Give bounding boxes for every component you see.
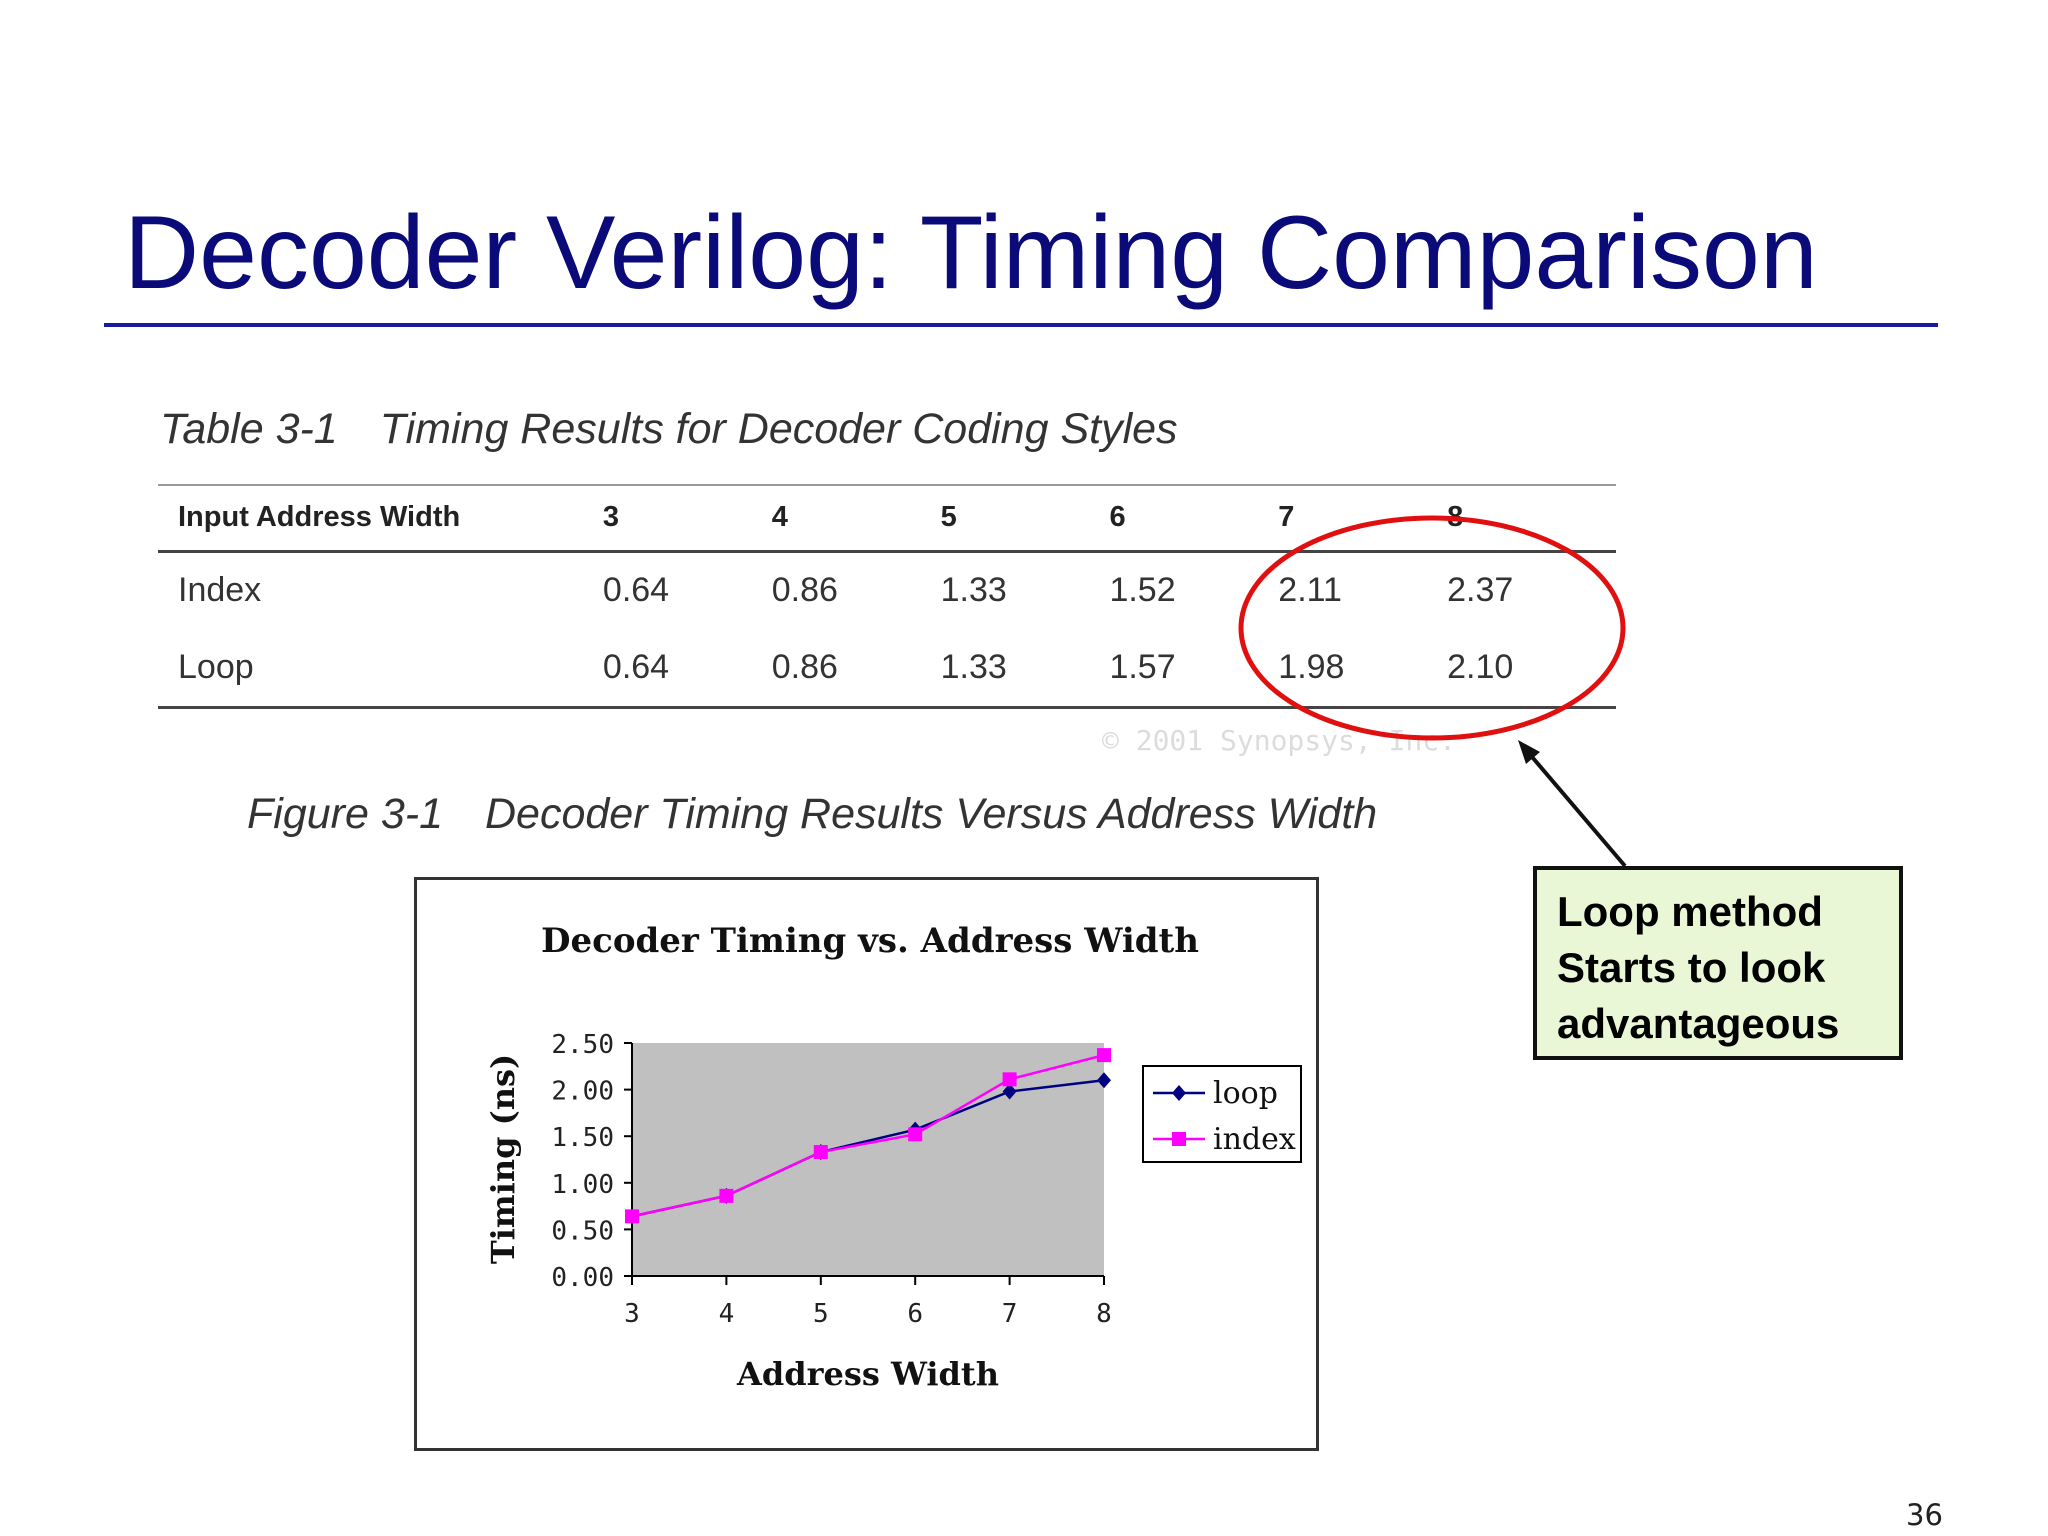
- table-cell: 0.64: [602, 647, 670, 686]
- data-point-index: [625, 1209, 639, 1224]
- table-cell: 0.86: [771, 647, 838, 686]
- table-cell: 0.86: [771, 571, 838, 610]
- callout-arrow-line: [1525, 749, 1627, 868]
- figure-caption-number: Figure 3-1: [247, 790, 443, 838]
- data-point-loop: [1002, 1083, 1017, 1100]
- x-tick-label: 7: [1002, 1299, 1018, 1329]
- figure-caption-text: Decoder Timing Results Versus Address Wi…: [484, 790, 1378, 838]
- header-input-address-width: Input Address Width: [178, 501, 461, 534]
- plot-area: [632, 1043, 1104, 1276]
- table-cell: 1.52: [1109, 571, 1176, 610]
- chart-legend: loop index: [1142, 1065, 1302, 1163]
- data-point-index: [908, 1127, 923, 1142]
- line-chart: Decoder Timing vs. Address Width 0.00 0.5…: [484, 921, 1302, 1393]
- y-tick-label: 2.50: [551, 1030, 614, 1060]
- x-axis-label: Address Width: [736, 1355, 999, 1393]
- x-tick-label: 5: [813, 1299, 829, 1329]
- legend-label-loop: loop: [1213, 1076, 1278, 1111]
- chart-axes: 0.00 0.50 1.00 1.50 2.00 2.50 3 4 5 6 7 8: [551, 1030, 1111, 1329]
- x-tick-label: 6: [907, 1299, 923, 1329]
- header-col-4: 4: [771, 501, 788, 534]
- header-col-7: 7: [1278, 501, 1295, 534]
- y-tick-label: 1.50: [551, 1123, 614, 1153]
- copyright-watermark: © 2001 Synopsys, Inc.: [1102, 724, 1457, 757]
- y-tick-label: 2.00: [551, 1077, 614, 1107]
- callout-line: Starts to look: [1557, 944, 1826, 991]
- table-cell: 1.33: [940, 647, 1007, 686]
- figure-caption: Figure 3-1 Decoder Timing Results Versus …: [247, 790, 1377, 839]
- header-col-5: 5: [940, 501, 957, 534]
- data-point-index: [719, 1188, 734, 1203]
- x-tick-label: 3: [624, 1299, 640, 1329]
- header-col-6: 6: [1109, 501, 1126, 534]
- x-tick-label: 4: [719, 1299, 735, 1329]
- y-axis-label: Timing (ns): [484, 1054, 522, 1264]
- table-cell: 1.57: [1109, 647, 1176, 686]
- legend-marker-loop: [1172, 1085, 1186, 1101]
- legend-marker-index: [1172, 1132, 1186, 1146]
- series-line-index: [631, 1053, 1105, 1218]
- table-cell: 0.64: [602, 571, 670, 610]
- chart-series: [625, 1048, 1111, 1225]
- y-tick-label: 0.50: [551, 1216, 614, 1246]
- table-cell: 2.11: [1278, 571, 1342, 610]
- table-row-index: Index 0.64 0.86 1.33 1.52 2.11 2.37: [158, 551, 1616, 629]
- table-caption-number: Table 3-1: [160, 405, 338, 453]
- callout-arrow-head-icon: [1518, 740, 1540, 764]
- callout-line: advantageous: [1557, 1000, 1840, 1047]
- slide-title: Decoder Verilog: Timing Comparison: [124, 195, 1818, 311]
- header-col-3: 3: [602, 501, 620, 534]
- data-point-loop: [1097, 1072, 1111, 1089]
- table-cell: 1.33: [940, 571, 1007, 610]
- table-caption: Table 3-1 Timing Results for Decoder Codi…: [160, 405, 1178, 454]
- table-caption-text: Timing Results for Decoder Coding Styles: [379, 405, 1178, 453]
- x-tick-label: 8: [1096, 1299, 1112, 1329]
- y-tick-label: 0.00: [551, 1263, 614, 1293]
- table-header-row: Input Address Width 3 4 5 6 7 8: [158, 485, 1616, 551]
- table-cell: 1.98: [1278, 647, 1345, 686]
- table-cell: 2.10: [1447, 647, 1514, 686]
- data-point-index: [1002, 1072, 1017, 1087]
- row-label: Loop: [178, 647, 254, 686]
- y-tick-label: 1.00: [551, 1170, 614, 1200]
- chart-frame: Decoder Timing vs. Address Width 0.00 0.5…: [414, 877, 1319, 1451]
- row-label: Index: [178, 571, 262, 610]
- chart-title: Decoder Timing vs. Address Width: [541, 921, 1199, 961]
- header-col-8: 8: [1447, 501, 1464, 534]
- title-underline: [104, 323, 1938, 327]
- table-cell: 2.37: [1447, 571, 1514, 610]
- page-number: 36: [1906, 1498, 1943, 1532]
- data-point-index: [1097, 1048, 1111, 1063]
- legend-label-index: index: [1213, 1122, 1296, 1157]
- legend-box: [1142, 1065, 1302, 1163]
- callout-line: Loop method: [1557, 888, 1823, 935]
- table-row-loop: Loop 0.64 0.86 1.33 1.57 1.98 2.10: [158, 629, 1616, 707]
- timing-results-table: Input Address Width 3 4 5 6 7 8 Index 0.…: [158, 484, 1616, 709]
- callout-box: Loop method Starts to look advantageous: [1533, 866, 1903, 1060]
- data-point-index: [813, 1145, 828, 1160]
